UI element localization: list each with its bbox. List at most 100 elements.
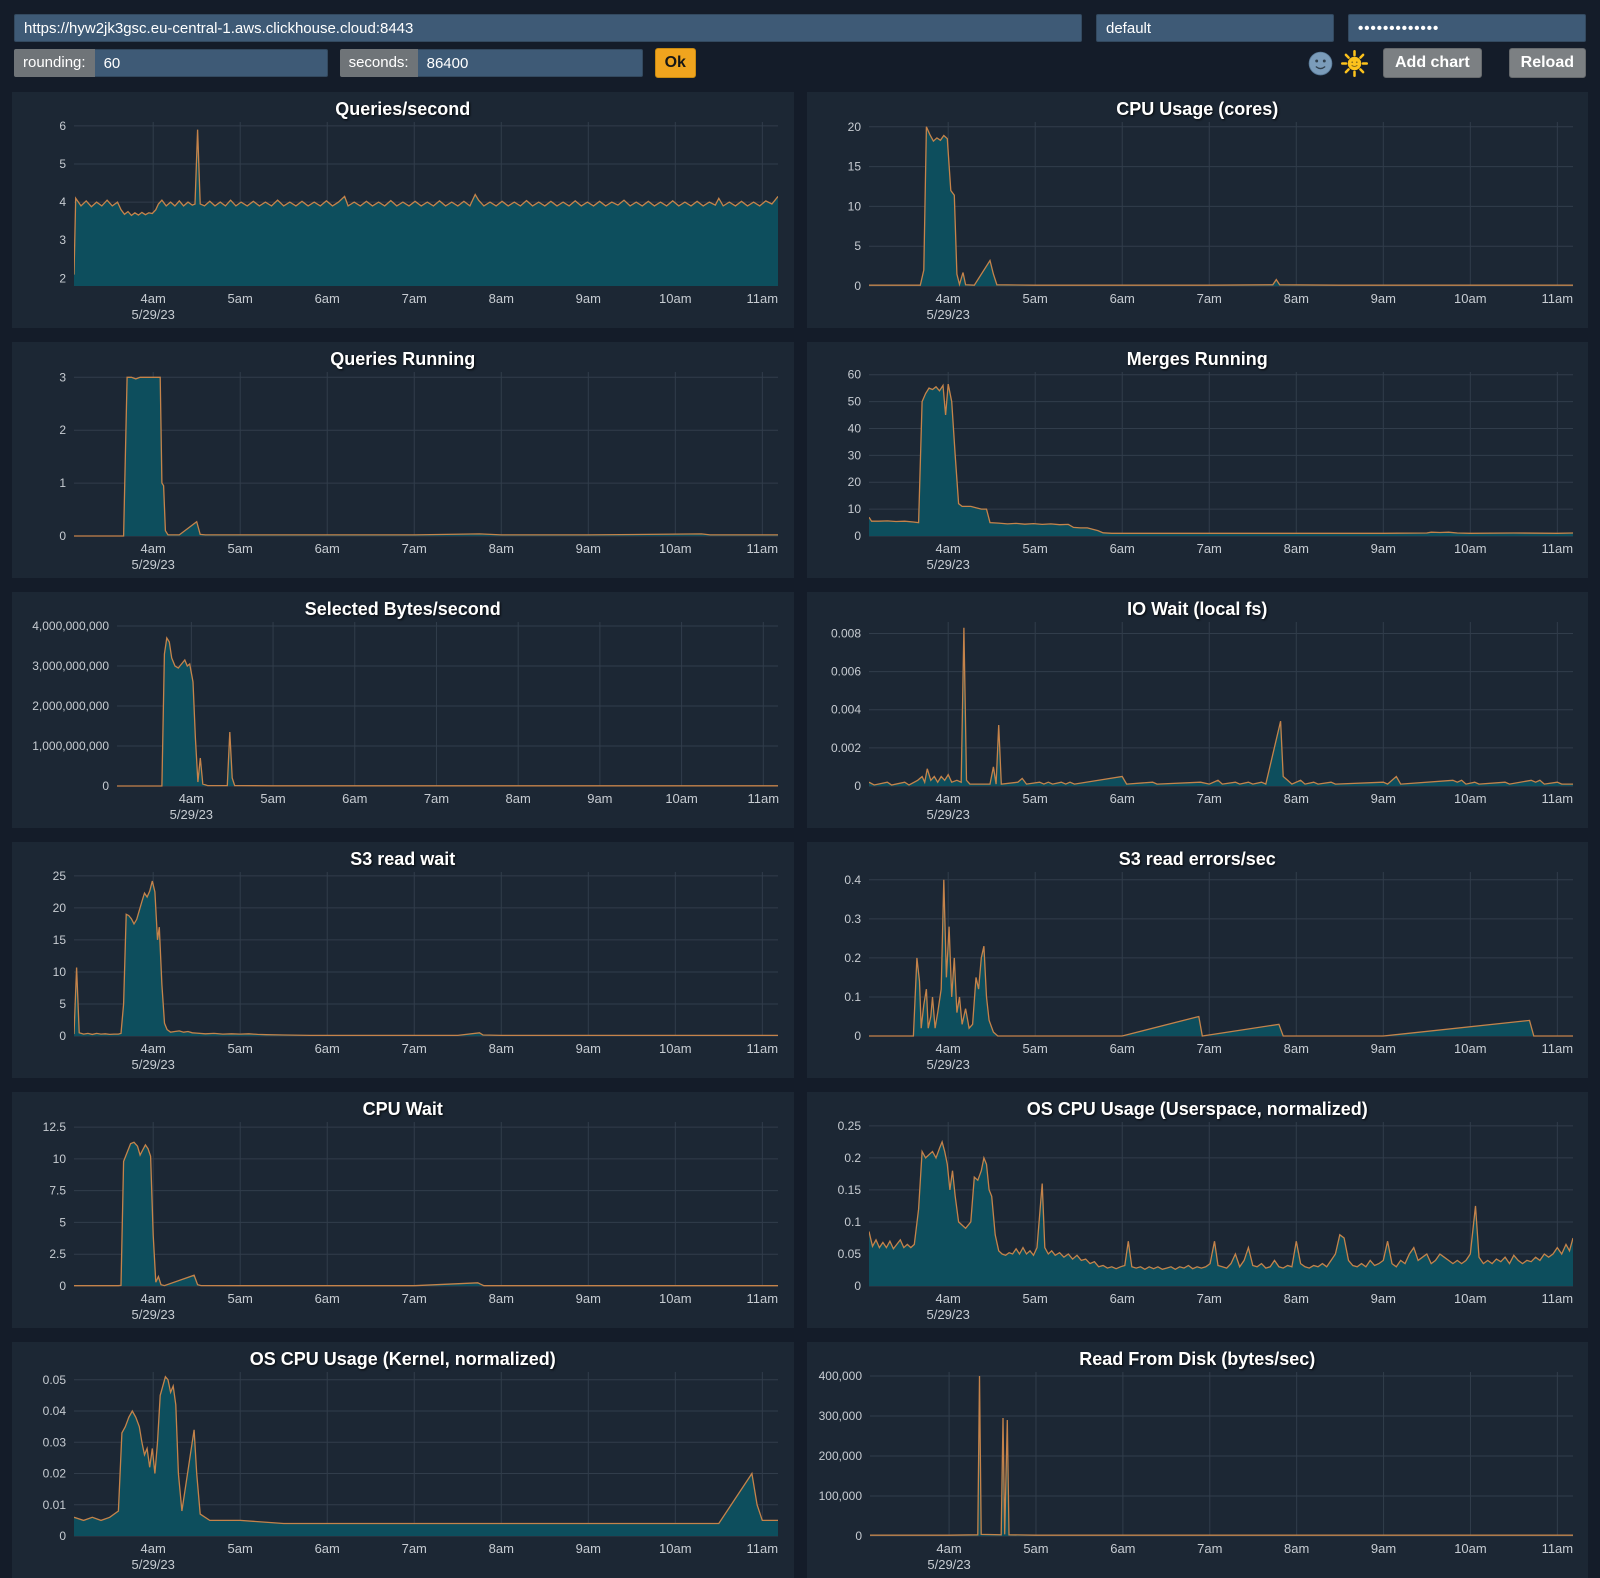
svg-text:0.05: 0.05 <box>43 1373 67 1387</box>
svg-text:7am: 7am <box>1196 1041 1221 1056</box>
svg-text:5: 5 <box>59 157 66 171</box>
svg-text:0.2: 0.2 <box>844 951 861 965</box>
svg-text:0: 0 <box>854 779 861 793</box>
svg-text:5/29/23: 5/29/23 <box>926 1307 969 1322</box>
svg-text:5/29/23: 5/29/23 <box>132 1057 175 1072</box>
chart-panel-11: Read From Disk (bytes/sec) 0 100,000 200,00… <box>806 1342 1589 1578</box>
svg-text:11am: 11am <box>748 791 780 806</box>
svg-text:11am: 11am <box>747 1041 779 1056</box>
chart-panel-4: Selected Bytes/second 0 1,000,000,000 2,000… <box>12 592 794 828</box>
svg-text:4: 4 <box>59 195 66 209</box>
seconds-input[interactable] <box>417 49 643 77</box>
chart-panel-2: Queries Running 0 1 2 3 4am 5/29/23 5am 6am 7am 8a… <box>12 342 794 578</box>
svg-text:7am: 7am <box>1196 291 1221 306</box>
svg-text:5am: 5am <box>228 1041 253 1056</box>
light-theme-sun-icon[interactable] <box>1340 49 1368 77</box>
svg-text:11am: 11am <box>1541 791 1573 806</box>
svg-text:4am: 4am <box>935 1041 960 1056</box>
svg-text:10am: 10am <box>1454 1041 1487 1056</box>
chart-panel-10: OS CPU Usage (Kernel, normalized) 0 0.01 0.… <box>12 1342 794 1578</box>
svg-text:0.02: 0.02 <box>43 1467 67 1481</box>
svg-text:6am: 6am <box>315 1291 340 1306</box>
svg-text:8am: 8am <box>489 291 514 306</box>
svg-text:0.006: 0.006 <box>830 665 860 679</box>
svg-text:0: 0 <box>59 1529 66 1543</box>
add-chart-button[interactable]: Add chart <box>1382 48 1482 78</box>
svg-text:10am: 10am <box>1454 291 1487 306</box>
svg-text:2.5: 2.5 <box>49 1247 66 1261</box>
chart-plot-4[interactable]: 0 1,000,000,000 2,000,000,000 3,000,000,000… <box>12 592 794 828</box>
reload-button[interactable]: Reload <box>1508 48 1586 78</box>
chart-panel-6: S3 read wait 0 5 10 15 20 25 4am 5/29/23 5am 6am 7a… <box>12 842 794 1078</box>
svg-text:0.002: 0.002 <box>830 741 860 755</box>
svg-text:6am: 6am <box>1109 791 1134 806</box>
svg-text:5/29/23: 5/29/23 <box>927 1557 970 1572</box>
chart-panel-7: S3 read errors/sec 0 0.1 0.2 0.3 0.4 4am 5/29/2… <box>806 842 1589 1078</box>
chart-panel-5: IO Wait (local fs) 0 0.002 0.004 0.006 0.008 4… <box>806 592 1589 828</box>
svg-text:4am: 4am <box>935 541 960 556</box>
svg-text:8am: 8am <box>1283 1041 1308 1056</box>
svg-text:5/29/23: 5/29/23 <box>926 307 969 322</box>
svg-text:15: 15 <box>53 933 67 947</box>
svg-text:9am: 9am <box>576 291 601 306</box>
svg-text:5am: 5am <box>1022 541 1047 556</box>
charts-grid: Queries/second 2 3 4 5 6 4am 5/29/23 5am 6am 7am 8a… <box>0 92 1600 1578</box>
svg-text:10: 10 <box>53 965 67 979</box>
svg-text:10: 10 <box>53 1152 67 1166</box>
svg-text:8am: 8am <box>506 791 531 806</box>
svg-text:11am: 11am <box>1541 1541 1573 1556</box>
svg-text:0.1: 0.1 <box>844 990 861 1004</box>
password-input[interactable] <box>1348 14 1586 42</box>
svg-text:0: 0 <box>854 529 861 543</box>
svg-text:10am: 10am <box>659 1291 692 1306</box>
svg-text:10am: 10am <box>1454 541 1487 556</box>
svg-text:4,000,000,000: 4,000,000,000 <box>32 619 109 633</box>
svg-text:11am: 11am <box>747 1291 779 1306</box>
svg-text:10am: 10am <box>1454 1541 1487 1556</box>
svg-text:5am: 5am <box>1023 1541 1048 1556</box>
svg-text:0: 0 <box>102 779 109 793</box>
svg-text:5/29/23: 5/29/23 <box>132 557 175 572</box>
svg-text:6am: 6am <box>315 291 340 306</box>
svg-text:20: 20 <box>53 901 67 915</box>
svg-text:7am: 7am <box>1196 1291 1221 1306</box>
svg-text:6am: 6am <box>1109 291 1134 306</box>
svg-text:6am: 6am <box>1109 1041 1134 1056</box>
svg-text:5: 5 <box>854 239 861 253</box>
svg-text:4am: 4am <box>179 791 204 806</box>
svg-text:0.03: 0.03 <box>43 1435 67 1449</box>
url-input[interactable] <box>14 14 1082 42</box>
svg-text:11am: 11am <box>747 1541 779 1556</box>
svg-text:7am: 7am <box>1197 1541 1222 1556</box>
svg-text:8am: 8am <box>489 1041 514 1056</box>
svg-text:20: 20 <box>847 475 861 489</box>
svg-text:0.1: 0.1 <box>844 1215 861 1229</box>
svg-text:2: 2 <box>59 423 66 437</box>
svg-text:5: 5 <box>59 997 66 1011</box>
svg-text:5/29/23: 5/29/23 <box>132 307 175 322</box>
chart-panel-9: OS CPU Usage (Userspace, normalized) 0 0.0… <box>806 1092 1589 1328</box>
svg-text:6am: 6am <box>1110 1541 1135 1556</box>
svg-text:9am: 9am <box>1370 1291 1395 1306</box>
svg-text:5/29/23: 5/29/23 <box>926 1057 969 1072</box>
ok-button[interactable]: Ok <box>654 48 696 78</box>
svg-text:9am: 9am <box>1370 791 1395 806</box>
rounding-input[interactable] <box>94 49 328 77</box>
svg-text:9am: 9am <box>1370 541 1395 556</box>
svg-text:1,000,000,000: 1,000,000,000 <box>32 739 109 753</box>
dark-theme-moon-icon[interactable] <box>1307 50 1334 77</box>
user-input[interactable] <box>1096 14 1334 42</box>
svg-text:3,000,000,000: 3,000,000,000 <box>32 659 109 673</box>
svg-text:9am: 9am <box>1370 291 1395 306</box>
